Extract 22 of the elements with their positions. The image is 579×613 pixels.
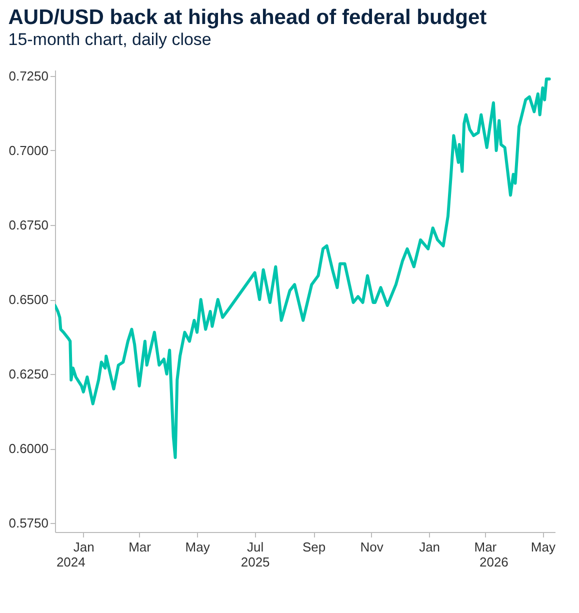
line-series: [55, 77, 551, 459]
x-tick-label: Mar: [474, 540, 498, 554]
x-tick-label: Jan: [419, 540, 440, 554]
chart-title: AUD/USD back at highs ahead of federal budget: [8, 6, 487, 29]
x2-tick-label: 2025: [240, 554, 270, 570]
x-tick-label: Jan: [73, 540, 94, 554]
x-tick-label: Jul: [247, 540, 264, 554]
y-tick-label: 0.6500: [8, 292, 48, 308]
x-tick-label: May: [530, 540, 556, 554]
y-tick-label: 0.6000: [8, 441, 48, 456]
chart-subtitle: 15-month chart, daily close: [8, 30, 212, 49]
x2-tick-label: 2024: [56, 554, 86, 570]
y-tick-label: 0.7000: [8, 142, 48, 158]
y-tick-label: 0.6250: [8, 366, 48, 382]
y-tick-label: 0.7250: [8, 68, 48, 84]
x-tick-label: Nov: [360, 540, 384, 554]
y-tick-label: 0.6750: [8, 217, 48, 232]
x-tick-label: Sep: [302, 540, 326, 554]
x-tick-label: May: [185, 540, 210, 554]
y-tick-label: 0.5750: [8, 516, 48, 531]
x-tick-label: Mar: [128, 540, 152, 554]
x2-tick-label: 2026: [479, 554, 508, 570]
